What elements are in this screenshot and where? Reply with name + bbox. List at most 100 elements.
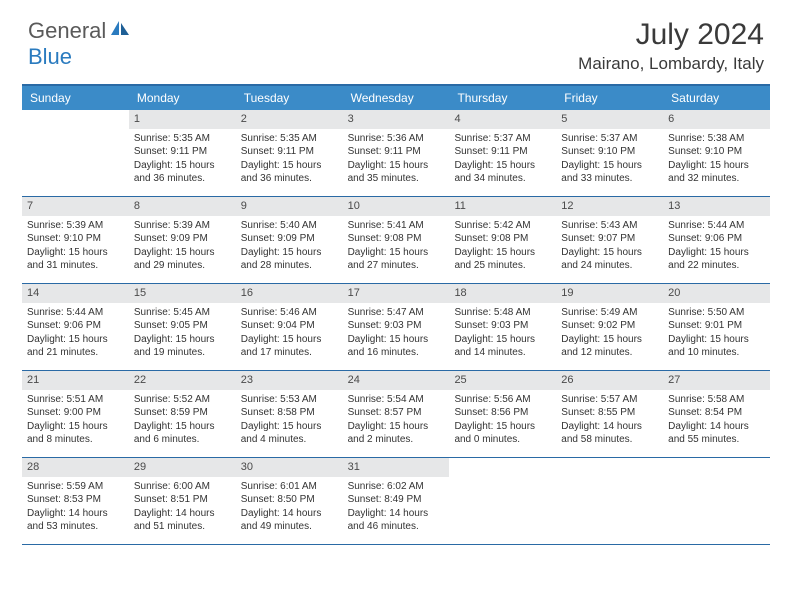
sunrise-text: Sunrise: 5:44 AM [27,306,124,320]
week-row: 1Sunrise: 5:35 AMSunset: 9:11 PMDaylight… [22,110,770,197]
weeks-container: 1Sunrise: 5:35 AMSunset: 9:11 PMDaylight… [22,110,770,545]
day-number: 10 [343,197,450,216]
day-cell: 3Sunrise: 5:36 AMSunset: 9:11 PMDaylight… [343,110,450,196]
logo-text-blue-wrap: Blue [28,44,72,70]
sunrise-text: Sunrise: 5:50 AM [668,306,765,320]
daylight-text: Daylight: 14 hours and 46 minutes. [348,507,445,534]
day-text: Sunrise: 5:57 AMSunset: 8:55 PMDaylight:… [561,393,658,447]
logo-text-blue: Blue [28,44,72,69]
sunrise-text: Sunrise: 5:44 AM [668,219,765,233]
dow-row: Sunday Monday Tuesday Wednesday Thursday… [22,86,770,110]
daylight-text: Daylight: 15 hours and 36 minutes. [241,159,338,186]
daylight-text: Daylight: 15 hours and 28 minutes. [241,246,338,273]
day-number: 5 [556,110,663,129]
day-text: Sunrise: 5:50 AMSunset: 9:01 PMDaylight:… [668,306,765,360]
sunset-text: Sunset: 9:04 PM [241,319,338,333]
daylight-text: Daylight: 15 hours and 22 minutes. [668,246,765,273]
day-text: Sunrise: 5:53 AMSunset: 8:58 PMDaylight:… [241,393,338,447]
sunset-text: Sunset: 9:08 PM [454,232,551,246]
day-number: 1 [129,110,236,129]
day-number: 23 [236,371,343,390]
day-cell: 11Sunrise: 5:42 AMSunset: 9:08 PMDayligh… [449,197,556,283]
day-text: Sunrise: 5:44 AMSunset: 9:06 PMDaylight:… [27,306,124,360]
day-number: 22 [129,371,236,390]
day-text: Sunrise: 5:38 AMSunset: 9:10 PMDaylight:… [668,132,765,186]
daylight-text: Daylight: 15 hours and 24 minutes. [561,246,658,273]
daylight-text: Daylight: 14 hours and 49 minutes. [241,507,338,534]
daylight-text: Daylight: 15 hours and 27 minutes. [348,246,445,273]
day-text: Sunrise: 5:56 AMSunset: 8:56 PMDaylight:… [454,393,551,447]
day-number: 12 [556,197,663,216]
day-cell: 27Sunrise: 5:58 AMSunset: 8:54 PMDayligh… [663,371,770,457]
sunrise-text: Sunrise: 5:43 AM [561,219,658,233]
sunrise-text: Sunrise: 5:47 AM [348,306,445,320]
day-text: Sunrise: 6:02 AMSunset: 8:49 PMDaylight:… [348,480,445,534]
sunrise-text: Sunrise: 5:37 AM [561,132,658,146]
week-row: 7Sunrise: 5:39 AMSunset: 9:10 PMDaylight… [22,197,770,284]
daylight-text: Daylight: 14 hours and 53 minutes. [27,507,124,534]
sunrise-text: Sunrise: 5:38 AM [668,132,765,146]
day-number: 19 [556,284,663,303]
sunset-text: Sunset: 9:11 PM [241,145,338,159]
daylight-text: Daylight: 15 hours and 14 minutes. [454,333,551,360]
header: General July 2024 Mairano, Lombardy, Ita… [0,0,792,80]
day-cell: 15Sunrise: 5:45 AMSunset: 9:05 PMDayligh… [129,284,236,370]
day-number: 6 [663,110,770,129]
day-cell: 26Sunrise: 5:57 AMSunset: 8:55 PMDayligh… [556,371,663,457]
day-number: 9 [236,197,343,216]
dow-tuesday: Tuesday [236,86,343,110]
daylight-text: Daylight: 15 hours and 36 minutes. [134,159,231,186]
sunrise-text: Sunrise: 5:39 AM [134,219,231,233]
daylight-text: Daylight: 15 hours and 35 minutes. [348,159,445,186]
day-cell: 29 Sunrise: 6:00 AMSunset: 8:51 PMDayligh… [129,458,236,544]
day-cell: 2Sunrise: 5:35 AMSunset: 9:11 PMDaylight… [236,110,343,196]
day-cell: 5Sunrise: 5:37 AMSunset: 9:10 PMDaylight… [556,110,663,196]
day-text: Sunrise: 5:43 AMSunset: 9:07 PMDaylight:… [561,219,658,273]
day-number: 8 [129,197,236,216]
day-cell: 12 Sunrise: 5:43 AMSunset: 9:07 PMDayligh… [556,197,663,283]
day-cell: 7Sunrise: 5:39 AMSunset: 9:10 PMDaylight… [22,197,129,283]
day-cell: 8Sunrise: 5:39 AMSunset: 9:09 PMDaylight… [129,197,236,283]
daylight-text: Daylight: 15 hours and 29 minutes. [134,246,231,273]
sunset-text: Sunset: 9:08 PM [348,232,445,246]
dow-sunday: Sunday [22,86,129,110]
day-text: Sunrise: 5:44 AMSunset: 9:06 PMDaylight:… [668,219,765,273]
day-number: 18 [449,284,556,303]
sunset-text: Sunset: 9:06 PM [668,232,765,246]
day-cell: 22Sunrise: 5:52 AMSunset: 8:59 PMDayligh… [129,371,236,457]
dow-monday: Monday [129,86,236,110]
day-text: Sunrise: 5:49 AMSunset: 9:02 PMDaylight:… [561,306,658,360]
day-number: 7 [22,197,129,216]
day-text: Sunrise: 6:00 AMSunset: 8:51 PMDaylight:… [134,480,231,534]
day-text: Sunrise: 5:45 AMSunset: 9:05 PMDaylight:… [134,306,231,360]
sunrise-text: Sunrise: 5:45 AM [134,306,231,320]
sunrise-text: Sunrise: 5:35 AM [241,132,338,146]
sunrise-text: Sunrise: 5:57 AM [561,393,658,407]
day-cell: 23 Sunrise: 5:53 AMSunset: 8:58 PMDayligh… [236,371,343,457]
daylight-text: Daylight: 15 hours and 21 minutes. [27,333,124,360]
day-cell: 4Sunrise: 5:37 AMSunset: 9:11 PMDaylight… [449,110,556,196]
sunset-text: Sunset: 9:11 PM [134,145,231,159]
sunset-text: Sunset: 9:07 PM [561,232,658,246]
sunrise-text: Sunrise: 5:49 AM [561,306,658,320]
daylight-text: Daylight: 15 hours and 12 minutes. [561,333,658,360]
sunrise-text: Sunrise: 5:46 AM [241,306,338,320]
day-cell: 21Sunrise: 5:51 AMSunset: 9:00 PMDayligh… [22,371,129,457]
sunset-text: Sunset: 8:49 PM [348,493,445,507]
sunset-text: Sunset: 8:54 PM [668,406,765,420]
day-number: 29 [129,458,236,477]
sunrise-text: Sunrise: 5:54 AM [348,393,445,407]
daylight-text: Daylight: 15 hours and 31 minutes. [27,246,124,273]
sunrise-text: Sunrise: 5:35 AM [134,132,231,146]
sunset-text: Sunset: 9:05 PM [134,319,231,333]
sunset-text: Sunset: 8:59 PM [134,406,231,420]
daylight-text: Daylight: 15 hours and 4 minutes. [241,420,338,447]
day-text: Sunrise: 5:36 AMSunset: 9:11 PMDaylight:… [348,132,445,186]
logo: General [28,18,132,44]
day-number: 13 [663,197,770,216]
day-number: 30 [236,458,343,477]
day-cell [22,110,129,196]
sunset-text: Sunset: 8:50 PM [241,493,338,507]
daylight-text: Daylight: 15 hours and 16 minutes. [348,333,445,360]
day-number: 17 [343,284,450,303]
